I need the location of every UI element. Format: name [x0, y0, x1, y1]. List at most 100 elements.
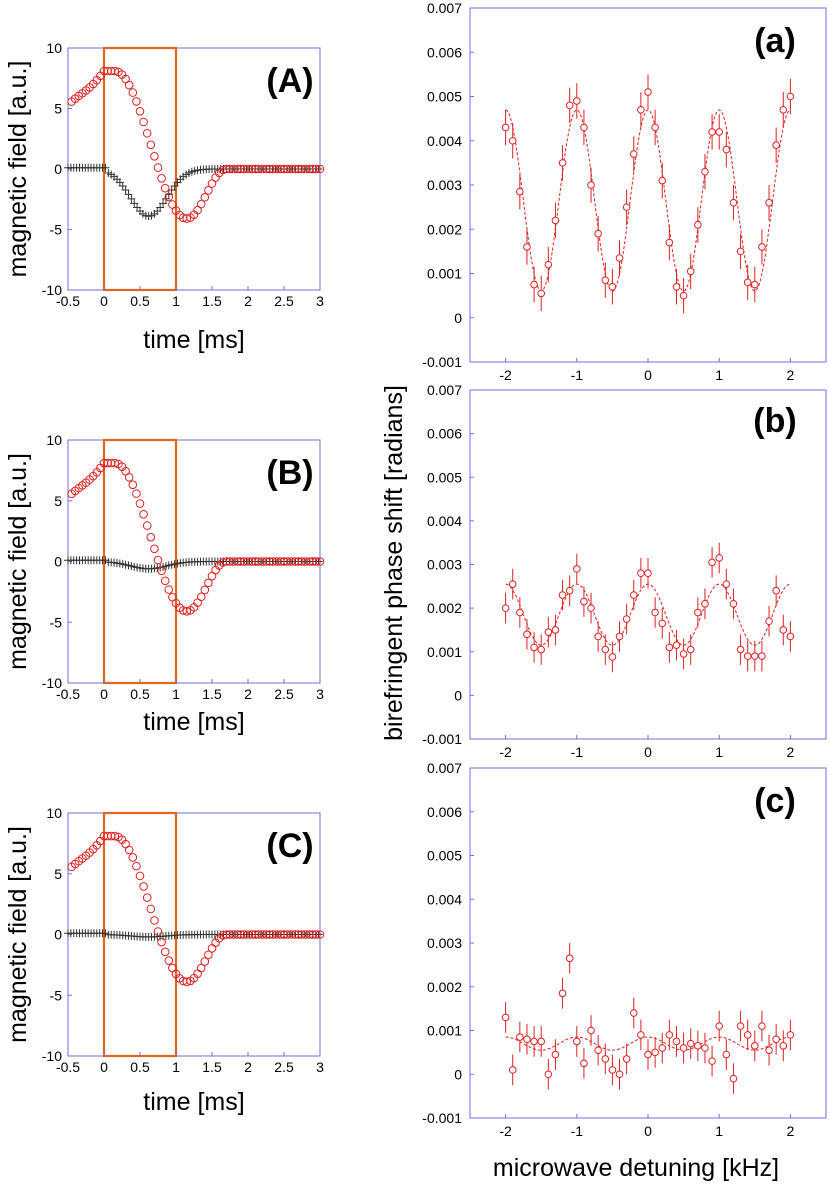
data-point — [537, 1037, 546, 1046]
data-point — [580, 123, 588, 132]
data-point — [722, 1050, 731, 1059]
data-point — [508, 136, 517, 145]
x-tick-label: 1 — [172, 293, 180, 309]
applied-field-point — [124, 472, 134, 482]
y-axis-label: magnetic field [a.u.] — [4, 61, 32, 278]
x-tick-label: 1 — [715, 1123, 723, 1139]
residual-field-point — [121, 186, 130, 195]
applied-field-point — [315, 930, 325, 939]
x-tick-label: -0.5 — [56, 1059, 80, 1075]
x-tick-label: 1 — [715, 744, 723, 760]
pulse-window — [102, 46, 178, 292]
y-tick-label: 0.007 — [427, 760, 462, 776]
data-point — [629, 1009, 638, 1017]
data-point — [772, 586, 780, 595]
applied-field-point — [128, 88, 138, 97]
data-point — [558, 989, 567, 998]
data-point — [573, 565, 581, 573]
applied-field-point — [139, 509, 148, 519]
data-point — [551, 1050, 560, 1059]
applied-field-point — [204, 185, 213, 195]
applied-field-point — [142, 128, 152, 138]
applied-field-point — [139, 117, 148, 127]
y-tick-label: 0 — [54, 554, 62, 570]
residual-field-point — [156, 203, 165, 212]
data-point — [765, 1046, 773, 1054]
data-point — [751, 1042, 759, 1050]
x-tick-label: -0.5 — [56, 293, 80, 309]
y-tick-label: 0.003 — [427, 557, 462, 573]
data-point — [651, 608, 659, 617]
data-point — [594, 632, 602, 641]
y-tick-label: 0.003 — [427, 177, 462, 193]
applied-field-point — [157, 566, 166, 576]
data-point — [686, 645, 695, 654]
data-point — [516, 608, 524, 617]
x-tick-label: 0 — [100, 686, 108, 702]
applied-field-point — [315, 557, 325, 566]
y-tick-label: 0 — [54, 161, 62, 177]
y-tick-label: 0.005 — [427, 469, 462, 485]
data-point — [658, 619, 667, 628]
applied-field-point — [139, 882, 148, 891]
data-point — [743, 1031, 752, 1039]
data-point — [544, 260, 553, 269]
data-point — [516, 187, 524, 196]
panel-label: (B) — [266, 454, 313, 492]
x-tick-label: 2 — [244, 1059, 252, 1075]
applied-field-point — [196, 592, 206, 602]
data-point — [637, 1031, 645, 1039]
applied-field-point — [164, 585, 174, 594]
x-tick-label: 0.5 — [130, 686, 150, 702]
applied-field-point — [146, 140, 156, 150]
y-tick-label: -10 — [42, 282, 62, 298]
data-point — [622, 203, 631, 211]
applied-field-point — [135, 499, 145, 508]
data-point — [508, 1066, 517, 1074]
data-point — [751, 280, 759, 289]
residual-field-point — [159, 199, 168, 208]
shared-y-axis-label: birefringent phase shift [radians] — [380, 385, 408, 741]
data-point — [530, 1037, 538, 1046]
y-tick-label: 0 — [454, 687, 462, 703]
x-tick-label: 1.5 — [202, 293, 222, 309]
data-point — [694, 221, 702, 229]
panel-label: (a) — [754, 22, 796, 60]
x-tick-label: 2 — [244, 293, 252, 309]
data-point — [615, 1070, 624, 1079]
applied-field-point — [132, 861, 141, 871]
applied-field-point — [135, 106, 145, 116]
residual-field-point — [101, 163, 110, 172]
x-tick-label: 1 — [715, 367, 723, 383]
data-point — [751, 652, 759, 660]
data-point — [622, 615, 631, 623]
applied-field-point — [207, 944, 217, 953]
x-tick-label: 1 — [172, 1059, 180, 1075]
applied-field-point — [200, 585, 210, 595]
phase-chart-b: -2 -1 0 1 2 0.007 0.006 0.005 0.004 0.003 0.002 0.0… — [422, 382, 827, 760]
data-point — [736, 1022, 745, 1030]
applied-field-point — [200, 957, 210, 966]
residual-field-point — [130, 199, 139, 208]
data-point — [679, 291, 688, 300]
applied-field-point — [160, 183, 170, 193]
y-tick-label: 10 — [46, 805, 62, 821]
y-axis-label: magnetic field [a.u.] — [4, 826, 32, 1043]
x-tick-label: 2.5 — [274, 293, 294, 309]
data-point — [516, 1033, 524, 1041]
field-chart-C: -0.5 0 0.5 1 1.5 2 2.5 3 10 5 0 -5 -10 time [ms] magne… — [4, 805, 325, 1116]
data-point — [573, 1037, 581, 1046]
y-tick-label: 0.007 — [427, 0, 462, 16]
x-tick-label: 1.5 — [202, 686, 222, 702]
data-point — [729, 198, 738, 207]
data-point — [743, 278, 752, 287]
data-point — [729, 599, 738, 608]
y-tick-label: -10 — [42, 1048, 62, 1064]
y-tick-label: -5 — [50, 614, 63, 630]
panel-label: (b) — [753, 402, 796, 440]
y-tick-label: -10 — [42, 675, 62, 691]
applied-field-point — [153, 163, 163, 172]
data-point — [701, 167, 709, 176]
applied-field-point — [312, 557, 321, 566]
data-point — [587, 1026, 595, 1035]
